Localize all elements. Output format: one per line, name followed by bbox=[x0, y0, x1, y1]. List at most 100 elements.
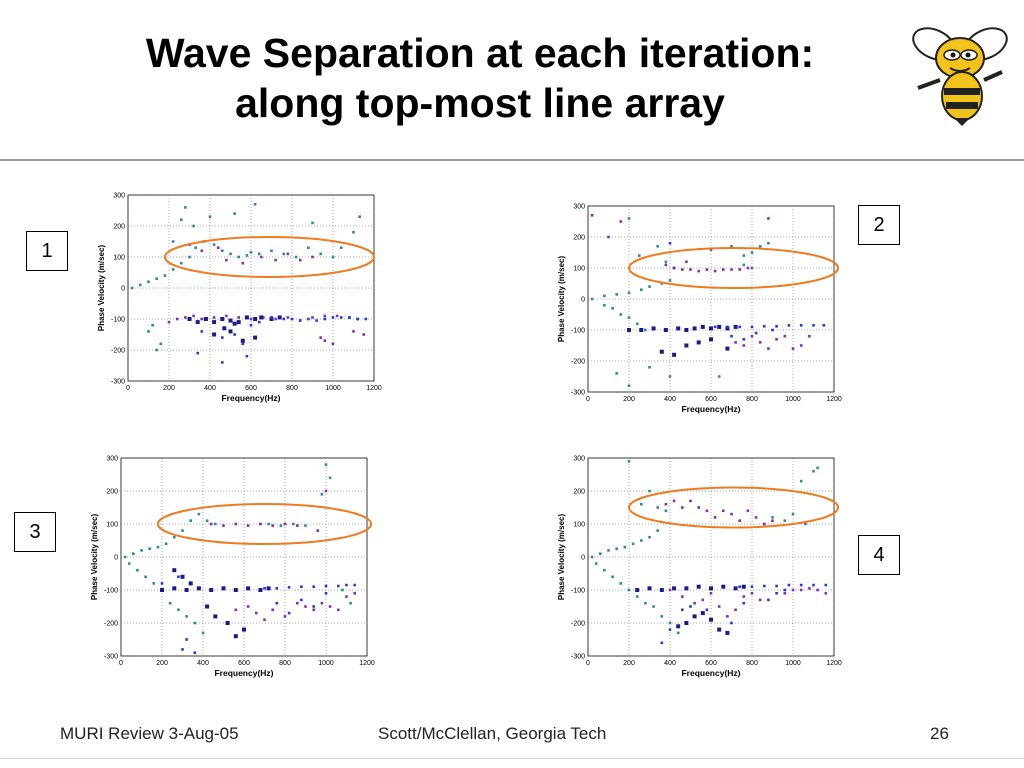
data-point bbox=[246, 605, 250, 608]
data-point bbox=[709, 586, 713, 591]
data-point bbox=[229, 252, 232, 256]
panel-label-1: 1 bbox=[26, 231, 68, 271]
data-point bbox=[668, 375, 672, 378]
data-point bbox=[627, 328, 631, 332]
data-point bbox=[320, 493, 324, 496]
data-point bbox=[328, 605, 332, 608]
data-point bbox=[799, 479, 803, 483]
data-point bbox=[676, 326, 681, 331]
data-point bbox=[180, 261, 183, 265]
data-point bbox=[307, 246, 310, 249]
data-point bbox=[214, 522, 217, 526]
data-point bbox=[640, 288, 643, 291]
data-point bbox=[216, 246, 220, 249]
data-point bbox=[348, 316, 351, 319]
data-point bbox=[180, 574, 185, 579]
data-point bbox=[225, 621, 230, 625]
data-point bbox=[221, 586, 226, 591]
data-point bbox=[275, 587, 279, 590]
chart-panel-4: 0 200 400 600 800 1000 1200 300 200 100 0 -100 -200-… bbox=[552, 450, 842, 682]
data-point bbox=[590, 297, 594, 301]
data-point bbox=[213, 614, 218, 619]
data-point bbox=[804, 522, 807, 526]
x-tick-label: 1000 bbox=[318, 660, 334, 667]
data-point bbox=[627, 291, 631, 295]
title-line-1: Wave Separation at each iteration: bbox=[145, 30, 815, 76]
data-point bbox=[184, 588, 189, 592]
data-point bbox=[245, 354, 249, 358]
data-point bbox=[241, 261, 245, 265]
data-point bbox=[758, 598, 762, 602]
data-point bbox=[300, 598, 303, 602]
data-point bbox=[652, 605, 655, 608]
data-point bbox=[689, 499, 692, 503]
data-point bbox=[627, 217, 631, 220]
data-point bbox=[352, 230, 355, 234]
data-point bbox=[130, 286, 134, 290]
data-point bbox=[245, 254, 249, 257]
x-axis-label: Frequency(Hz) bbox=[681, 668, 740, 678]
data-point bbox=[725, 326, 730, 331]
data-point bbox=[352, 330, 355, 333]
data-point bbox=[200, 330, 204, 333]
data-point bbox=[159, 342, 163, 346]
x-tick-label: 800 bbox=[746, 660, 758, 667]
highlight-ellipse bbox=[628, 247, 840, 289]
data-point bbox=[742, 601, 746, 605]
data-point bbox=[791, 512, 795, 516]
data-point bbox=[709, 326, 713, 331]
data-point bbox=[283, 522, 287, 526]
data-point bbox=[726, 325, 729, 329]
data-point bbox=[659, 588, 664, 592]
y-tick-label: 100 bbox=[573, 266, 585, 273]
chart-4-svg: 0 200 400 600 800 1000 12003002001000-100-200-… bbox=[557, 456, 842, 679]
data-point bbox=[282, 317, 286, 321]
data-point bbox=[651, 326, 656, 331]
data-point bbox=[664, 260, 668, 264]
slide-title: Wave Separation at each iteration: along… bbox=[0, 28, 960, 128]
data-point bbox=[738, 325, 741, 329]
data-point bbox=[319, 252, 322, 256]
data-point bbox=[799, 583, 803, 587]
data-point bbox=[337, 608, 340, 612]
data-point bbox=[603, 568, 606, 572]
data-point bbox=[631, 542, 635, 546]
data-point bbox=[163, 274, 167, 277]
data-point bbox=[722, 268, 725, 271]
data-point bbox=[783, 334, 787, 338]
x-tick-label: 600 bbox=[245, 385, 257, 392]
data-point bbox=[274, 317, 277, 321]
data-point bbox=[730, 621, 733, 625]
data-point bbox=[249, 317, 253, 321]
x-tick-label: 1000 bbox=[325, 385, 341, 392]
data-point bbox=[603, 303, 606, 307]
data-point bbox=[258, 588, 263, 592]
data-point bbox=[307, 317, 310, 321]
data-point bbox=[696, 340, 701, 345]
data-point bbox=[763, 324, 766, 328]
data-point bbox=[323, 317, 327, 321]
panel-label-4: 4 bbox=[858, 535, 900, 575]
data-point bbox=[701, 598, 705, 602]
data-point bbox=[267, 522, 270, 526]
data-point bbox=[341, 588, 344, 592]
data-point bbox=[151, 323, 154, 327]
data-point bbox=[672, 586, 677, 591]
data-point bbox=[208, 215, 212, 218]
y-tick-label: 200 bbox=[573, 235, 585, 242]
data-point bbox=[799, 344, 803, 347]
data-point bbox=[750, 334, 754, 338]
data-point bbox=[225, 258, 228, 262]
data-point bbox=[668, 588, 672, 592]
data-point bbox=[156, 545, 160, 549]
data-point bbox=[648, 535, 651, 539]
data-point bbox=[619, 313, 623, 316]
data-point bbox=[328, 476, 332, 480]
data-point bbox=[664, 263, 668, 267]
data-point bbox=[640, 539, 643, 542]
data-point bbox=[742, 338, 746, 341]
x-tick-label: 1000 bbox=[785, 396, 801, 403]
data-point bbox=[705, 268, 709, 271]
panel-label-2: 2 bbox=[858, 205, 900, 245]
data-point bbox=[635, 595, 639, 598]
